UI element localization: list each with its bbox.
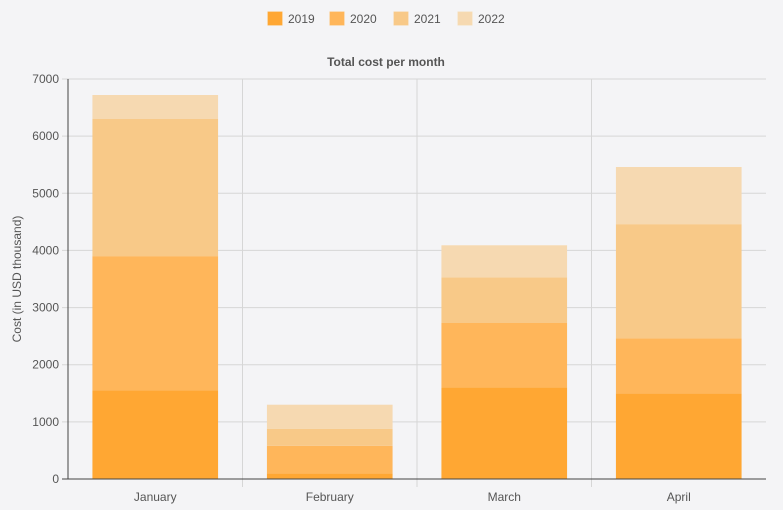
bar-april-2019[interactable]	[615, 393, 742, 479]
bar-february-2020[interactable]	[266, 445, 393, 474]
legend: 2019 2020 2021 2022	[267, 11, 505, 26]
bar-march-2020[interactable]	[441, 323, 568, 388]
y-tick-labels: 0 1000 2000 3000 4000 5000 6000 7000	[32, 72, 59, 486]
y-tick-label: 4000	[32, 243, 59, 257]
x-tick-label: March	[488, 490, 521, 504]
bar-january-2020[interactable]	[92, 256, 219, 391]
bar-april-2022[interactable]	[615, 167, 742, 225]
y-tick-label: 1000	[32, 415, 59, 429]
legend-swatch-2019[interactable]	[267, 11, 283, 26]
legend-swatch-2021[interactable]	[393, 11, 409, 26]
y-tick-label: 7000	[32, 72, 59, 86]
chart-title: Total cost per month	[327, 55, 445, 69]
legend-label-2021[interactable]: 2021	[414, 12, 441, 26]
y-tick-label: 0	[52, 472, 59, 486]
bar-march-2021[interactable]	[441, 277, 568, 323]
bar-march-2019[interactable]	[441, 387, 568, 479]
bar-february-2022[interactable]	[266, 404, 393, 429]
y-tick-label: 3000	[32, 301, 59, 315]
y-tick-label: 6000	[32, 129, 59, 143]
y-tick-label: 2000	[32, 358, 59, 372]
bar-april-2020[interactable]	[615, 338, 742, 394]
legend-swatch-2020[interactable]	[329, 11, 345, 26]
legend-label-2019[interactable]: 2019	[288, 12, 315, 26]
bar-january-2021[interactable]	[92, 119, 219, 257]
legend-label-2020[interactable]: 2020	[350, 12, 377, 26]
bar-february-2021[interactable]	[266, 428, 393, 446]
legend-swatch-2022[interactable]	[457, 11, 473, 26]
bar-april-2021[interactable]	[615, 224, 742, 339]
x-tick-label: April	[667, 490, 691, 504]
bars	[92, 95, 742, 479]
y-tick-label: 5000	[32, 186, 59, 200]
bar-february-2019[interactable]	[266, 473, 393, 479]
axes	[62, 79, 766, 480]
x-tick-label: February	[306, 490, 354, 504]
bar-january-2019[interactable]	[92, 390, 219, 479]
bar-march-2022[interactable]	[441, 245, 568, 278]
bar-january-2022[interactable]	[92, 95, 219, 119]
x-tick-labels: January February March April	[134, 490, 691, 504]
legend-label-2022[interactable]: 2022	[478, 12, 505, 26]
x-tick-label: January	[134, 490, 177, 504]
y-axis-label: Cost (in USD thousand)	[10, 216, 24, 343]
